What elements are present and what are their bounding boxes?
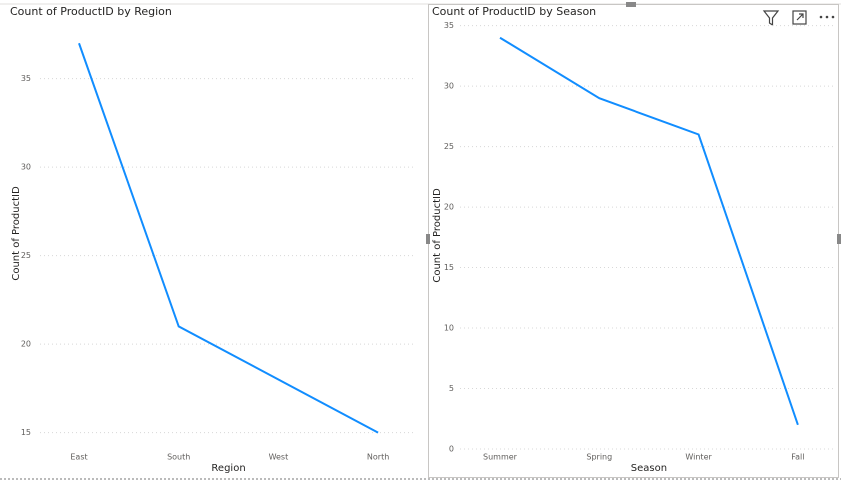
y-tick-label: 20 bbox=[444, 203, 454, 212]
y-axis-title: Count of ProductID bbox=[11, 186, 22, 281]
x-tick-label: South bbox=[167, 453, 190, 462]
y-tick-label: 35 bbox=[444, 21, 454, 30]
focus-arrow[interactable] bbox=[796, 13, 804, 21]
y-tick-label: 25 bbox=[21, 251, 31, 260]
x-tick-label: Spring bbox=[586, 453, 612, 462]
y-tick-label: 35 bbox=[21, 74, 31, 83]
y-tick-label: 25 bbox=[444, 142, 454, 151]
x-axis-title: Season bbox=[631, 463, 667, 474]
x-tick-label: Summer bbox=[483, 453, 518, 462]
x-axis-title: Region bbox=[211, 463, 245, 474]
focus-mode-icon[interactable] bbox=[792, 10, 807, 25]
x-tick-label: Winter bbox=[685, 453, 712, 462]
y-tick-label: 15 bbox=[444, 263, 454, 272]
line bbox=[499, 36, 799, 426]
y-tick-label: 10 bbox=[444, 324, 454, 333]
x-tick-label: Fall bbox=[791, 453, 804, 462]
filter-glyph[interactable] bbox=[762, 10, 780, 27]
focus-glyph[interactable] bbox=[792, 10, 807, 25]
y-tick-label: 15 bbox=[21, 428, 31, 437]
dot[interactable] bbox=[819, 15, 823, 19]
y-tick-label: 30 bbox=[444, 82, 454, 91]
resize-handle[interactable] bbox=[626, 2, 636, 7]
y-tick-label: 0 bbox=[449, 445, 454, 454]
y-axis-title: Count of ProductID bbox=[432, 188, 443, 283]
line bbox=[78, 42, 379, 434]
chart-title: Count of ProductID by Season bbox=[432, 5, 596, 18]
chart-title: Count of ProductID by Region bbox=[10, 5, 172, 18]
dot[interactable] bbox=[825, 15, 829, 19]
y-tick-label: 5 bbox=[449, 384, 454, 393]
y-tick-label: 20 bbox=[21, 340, 31, 349]
more-options-icon[interactable] bbox=[819, 15, 835, 19]
filter-icon[interactable] bbox=[762, 10, 780, 27]
resize-handle[interactable] bbox=[837, 234, 841, 244]
x-tick-label: West bbox=[269, 453, 289, 462]
x-tick-label: North bbox=[367, 453, 389, 462]
y-tick-label: 30 bbox=[21, 163, 31, 172]
dot[interactable] bbox=[831, 15, 835, 19]
x-tick-label: East bbox=[70, 453, 87, 462]
resize-handle[interactable] bbox=[426, 234, 430, 244]
